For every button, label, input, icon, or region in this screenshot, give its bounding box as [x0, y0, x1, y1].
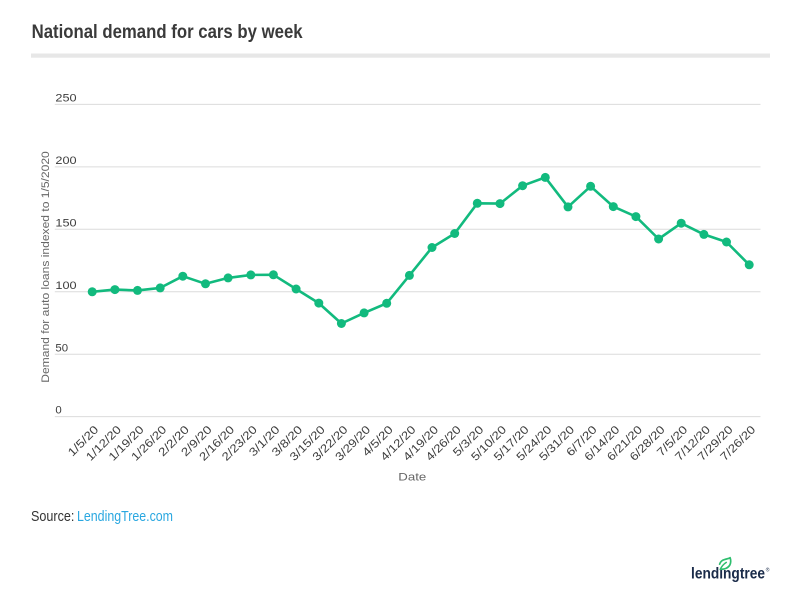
svg-text:LendingTree.com: LendingTree.com [77, 508, 173, 525]
svg-text:Date: Date [398, 472, 426, 484]
svg-text:0: 0 [55, 405, 61, 417]
svg-text:50: 50 [55, 342, 68, 354]
svg-text:®: ® [766, 567, 770, 574]
svg-text:lendıngtree: lendıngtree [691, 565, 765, 582]
svg-text:150: 150 [55, 217, 76, 229]
svg-text:200: 200 [55, 155, 76, 167]
svg-text:250: 250 [55, 93, 76, 105]
svg-text:National demand for cars by we: National demand for cars by week [32, 21, 303, 43]
svg-text:100: 100 [55, 280, 76, 292]
svg-text:Demand for auto loans indexed: Demand for auto loans indexed to 1/5/202… [40, 151, 52, 383]
svg-text:Source:: Source: [31, 508, 74, 525]
